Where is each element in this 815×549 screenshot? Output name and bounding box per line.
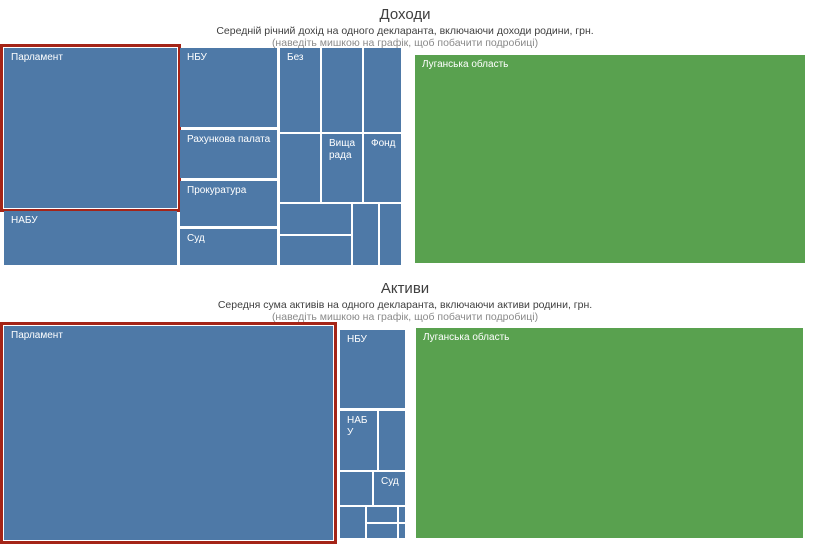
treemap-cell-label: Вища рада [329, 138, 356, 161]
treemap-cell-unlabeled-5[interactable] [367, 524, 397, 538]
treemap-cell-bez[interactable]: Без [280, 48, 320, 132]
treemap-cell-unlabeled-3[interactable] [280, 134, 320, 202]
treemap-cell-label: НБУ [187, 52, 207, 63]
treemap-cell-unlabeled-2[interactable] [364, 48, 401, 132]
income-chart-title: Доходи [379, 6, 431, 23]
treemap-cell-label: Парламент [11, 52, 63, 63]
treemap-cell-label: Суд [187, 233, 205, 244]
treemap-cell-label: Прокуратура [187, 185, 247, 196]
treemap-cell-label: Парламент [11, 330, 63, 341]
treemap-cell-unlabeled-7[interactable] [399, 524, 405, 538]
assets-chart-header: Активи Середня сума активів на одного де… [0, 280, 810, 323]
treemap-cell-label: Без [287, 52, 304, 63]
treemap-cell-label: Луганська область [422, 59, 509, 70]
income-chart-header: Доходи Середній річний дохід на одного д… [0, 6, 810, 49]
treemap-cell-unlabeled-4[interactable] [280, 204, 351, 234]
treemap-cell-prosecutors[interactable]: Прокуратура [180, 181, 277, 226]
treemap-cell-unlabeled-4[interactable] [367, 507, 397, 522]
assets-chart-hint: (наведіть мишкою на графік, щоб побачити… [271, 311, 539, 323]
treemap-cell-label: НАБУ [11, 215, 38, 226]
treemap-cell-nabu[interactable]: НАБУ [340, 411, 377, 470]
treemap-cell-nbu[interactable]: НБУ [340, 330, 405, 408]
treemap-cell-unlabeled-1[interactable] [322, 48, 362, 132]
treemap-cell-label: Луганська область [423, 332, 510, 343]
treemap-cell-nabu[interactable]: НАБУ [4, 211, 177, 265]
treemap-cell-unlabeled-6[interactable] [399, 507, 405, 522]
income-chart-subtitle: Середній річний дохід на одного декларан… [216, 25, 594, 37]
treemap-cell-label: Фонд [371, 138, 396, 149]
treemap-cell-unlabeled-1[interactable] [379, 411, 405, 470]
treemap-cell-parliament[interactable]: Парламент [0, 44, 181, 212]
treemap-cell-luhansk-oblast[interactable]: Луганська область [416, 328, 803, 538]
assets-chart-title: Активи [380, 280, 430, 297]
treemap-cell-unlabeled-2[interactable] [340, 472, 372, 505]
treemap-cell-supreme-council[interactable]: Вища рада [322, 134, 362, 202]
treemap-cell-unlabeled-6[interactable] [353, 204, 378, 265]
treemap-cell-unlabeled-5[interactable] [280, 236, 351, 265]
treemap-cell-label: Суд [381, 476, 399, 487]
treemap-cell-nbu[interactable]: НБУ [180, 48, 277, 127]
treemap-cell-luhansk-oblast[interactable]: Луганська область [415, 55, 805, 263]
treemap-cell-court[interactable]: Суд [180, 229, 277, 265]
treemap-cell-label: НБУ [347, 334, 367, 345]
treemap-cell-fund[interactable]: Фонд [364, 134, 401, 202]
treemap-cell-unlabeled-3[interactable] [340, 507, 365, 538]
treemap-cell-audit-chamber[interactable]: Рахункова палата [180, 130, 277, 178]
treemap-cell-parliament[interactable]: Парламент [0, 322, 337, 544]
treemap-cell-label: НАБУ [347, 415, 368, 438]
treemap-cell-label: Рахункова палата [187, 134, 271, 145]
treemap-cell-unlabeled-7[interactable] [380, 204, 401, 265]
assets-chart-subtitle: Середня сума активів на одного декларант… [217, 299, 593, 311]
treemap-cell-court[interactable]: Суд [374, 472, 405, 505]
